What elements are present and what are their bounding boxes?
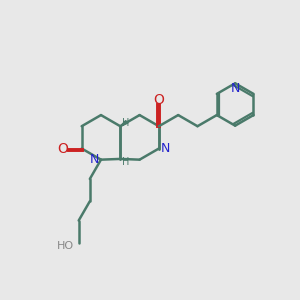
Text: N: N (90, 153, 100, 166)
Text: HO: HO (57, 241, 74, 251)
Text: H: H (122, 118, 129, 128)
Text: N: N (160, 142, 170, 155)
Polygon shape (120, 121, 128, 126)
Text: N: N (230, 82, 240, 95)
Text: O: O (58, 142, 68, 155)
Text: H: H (122, 157, 129, 167)
Text: O: O (154, 93, 164, 107)
